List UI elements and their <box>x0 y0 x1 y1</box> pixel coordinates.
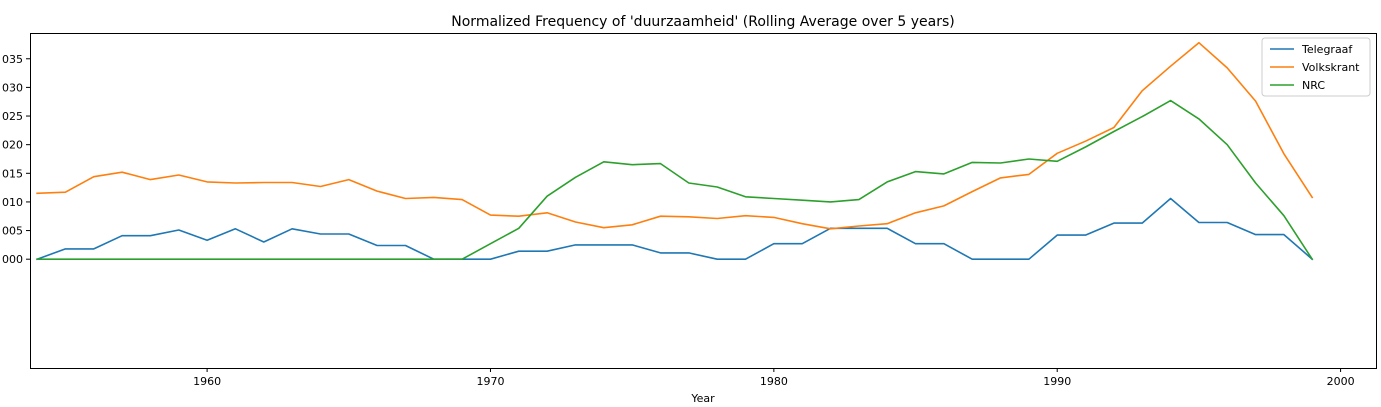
x-tick-label: 1970 <box>476 375 504 388</box>
x-tick-label: 2000 <box>1327 375 1355 388</box>
x-tick-label: 1990 <box>1043 375 1071 388</box>
y-axis: 000 005 010 015 020 025 030 035 <box>2 53 30 266</box>
legend-box <box>1261 37 1371 97</box>
y-tick-label: 030 <box>2 81 23 94</box>
plot-area-frame <box>30 33 1377 369</box>
series-layer <box>36 41 1314 261</box>
series-line-nrc <box>36 99 1314 261</box>
legend-label-volkskrant: Volkskrant <box>1302 61 1360 74</box>
y-tick-label: 025 <box>2 110 23 123</box>
y-tick-label: 020 <box>2 139 23 152</box>
y-tick-label: 035 <box>2 53 23 66</box>
x-tick-label: 1980 <box>760 375 788 388</box>
y-tick-label: 015 <box>2 167 23 180</box>
legend-label-telegraaf: Telegraaf <box>1301 43 1353 56</box>
x-tick-label: 1960 <box>193 375 221 388</box>
y-tick-label: 010 <box>2 196 23 209</box>
series-line-volkskrant <box>36 41 1314 230</box>
series-line-telegraaf <box>36 197 1314 261</box>
legend: Telegraaf Volkskrant NRC <box>1261 37 1371 97</box>
x-axis: 1960 1970 1980 1990 2000 <box>193 368 1355 388</box>
x-axis-label: Year <box>690 392 715 405</box>
y-tick-label: 005 <box>2 225 23 238</box>
chart-title: Normalized Frequency of 'duurzaamheid' (… <box>451 14 954 30</box>
legend-label-nrc: NRC <box>1302 79 1325 92</box>
y-tick-label: 000 <box>2 253 23 266</box>
